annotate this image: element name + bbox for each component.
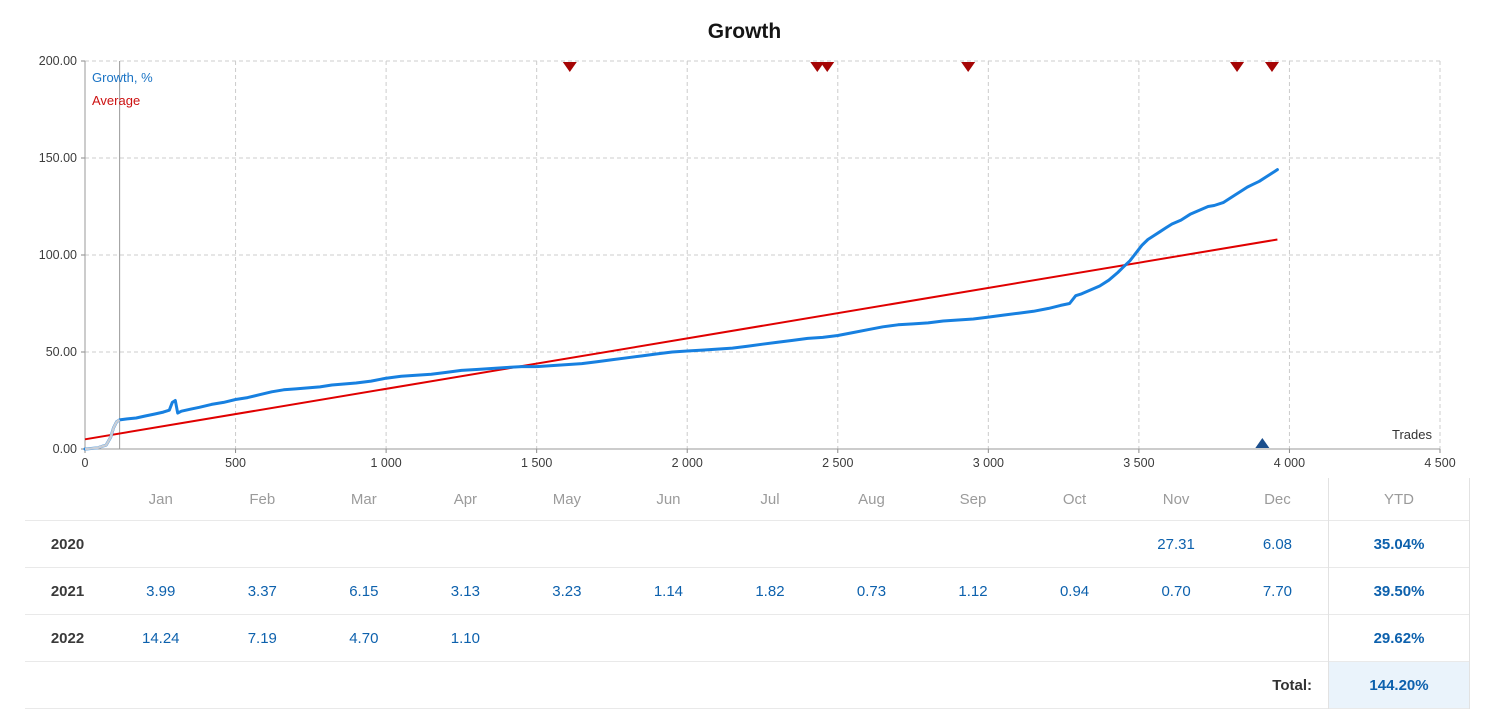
x-tick-label: 4 000 — [1274, 456, 1305, 470]
y-tick-label: 200.00 — [39, 54, 77, 68]
legend-growth-label: Growth, % — [92, 70, 153, 85]
growth-line — [83, 168, 1279, 451]
x-tick-label: 4 500 — [1424, 456, 1455, 470]
month-header: Mar — [350, 490, 377, 508]
y-tick-label: 0.00 — [53, 442, 77, 456]
month-value — [922, 521, 1024, 568]
month-value: 1.10 — [450, 629, 480, 647]
x-tick-label: 3 000 — [973, 456, 1004, 470]
growth-line-prelive — [84, 418, 121, 451]
x-tick-label: 3 500 — [1123, 456, 1154, 470]
year-label: 2022 — [50, 629, 85, 647]
year-row: 2020 27.31 6.08 35.04% — [25, 520, 1470, 568]
x-tick-label: 1 000 — [370, 456, 401, 470]
month-value: 0.73 — [856, 582, 887, 600]
month-value — [719, 521, 821, 568]
month-value — [922, 615, 1024, 662]
month-value: 7.19 — [247, 629, 277, 647]
month-header: May — [552, 490, 582, 508]
year-label: 2020 — [50, 535, 85, 553]
total-row: Total: 144.20% — [25, 661, 1470, 709]
table-header-row: Jan Feb Mar Apr May Jun Jul Aug Sep Oct Nov Dec YTD — [25, 478, 1470, 521]
average-line — [84, 238, 1278, 441]
month-header: Nov — [1162, 490, 1190, 508]
month-value — [618, 521, 720, 568]
ytd-value: 39.50% — [1328, 567, 1470, 615]
month-header: Aug — [858, 490, 885, 508]
x-tick-label: 1 500 — [521, 456, 552, 470]
month-value: 7.70 — [1262, 582, 1293, 600]
down-triangle-marker-icon — [820, 62, 835, 72]
up-triangle-marker-icon — [1255, 438, 1270, 448]
month-value: 3.23 — [552, 582, 582, 600]
y-tick-label: 150.00 — [39, 151, 77, 165]
month-value: 1.12 — [958, 582, 988, 600]
monthly-returns-table: Jan Feb Mar Apr May Jun Jul Aug Sep Oct Nov Dec YTD … — [25, 478, 1470, 709]
total-label: Total: — [1272, 676, 1312, 694]
year-label: 2021 — [50, 582, 85, 600]
down-triangle-marker-icon — [810, 62, 825, 72]
month-value — [110, 521, 212, 568]
month-value: 1.14 — [653, 582, 684, 600]
month-value: 27.31 — [1157, 535, 1195, 553]
month-value — [719, 615, 821, 662]
x-tick-label: 2 000 — [672, 456, 703, 470]
month-value — [212, 521, 314, 568]
month-value — [516, 521, 618, 568]
down-triangle-marker-icon — [1230, 62, 1245, 72]
month-value: 0.70 — [1161, 582, 1191, 600]
growth-chart: Growth 0 500 1 000 1 500 2 000 2 500 3 000 3 50… — [39, 20, 1456, 470]
month-value — [821, 521, 923, 568]
month-value — [1227, 615, 1329, 662]
legend-average-label: Average — [92, 93, 140, 108]
down-triangle-marker-icon — [961, 62, 976, 72]
year-row: 2021 3.99 3.37 6.15 3.13 3.23 1.14 1.82 0.73 1.12… — [25, 567, 1470, 615]
month-value — [313, 521, 415, 568]
year-row: 2022 14.24 7.19 4.70 1.10 29.62% — [25, 614, 1470, 662]
growth-chart-canvas: 0 500 1 000 1 500 2 000 2 500 3 000 3 500 4 000 4… — [39, 54, 1456, 470]
month-value: 14.24 — [141, 629, 180, 647]
month-value — [618, 615, 720, 662]
month-header: Feb — [249, 490, 276, 508]
month-value: 3.13 — [450, 582, 480, 600]
month-value — [516, 615, 618, 662]
month-value — [415, 521, 517, 568]
month-value — [1024, 615, 1126, 662]
x-axis-label-box — [1378, 424, 1436, 445]
month-value: 3.37 — [247, 582, 277, 600]
x-tick-label: 500 — [225, 456, 246, 470]
month-header: Oct — [1062, 490, 1087, 508]
month-value: 1.82 — [755, 582, 785, 600]
y-tick-label: 50.00 — [46, 345, 77, 359]
month-value: 0.94 — [1059, 582, 1090, 600]
month-value: 3.99 — [146, 582, 176, 600]
chart-title: Growth — [707, 20, 782, 43]
month-header: Sep — [959, 490, 987, 508]
month-value — [821, 615, 923, 662]
month-header: Jul — [760, 490, 780, 508]
x-tick-label: 2 500 — [822, 456, 853, 470]
ytd-value: 29.62% — [1328, 614, 1470, 662]
month-header: Jan — [148, 490, 173, 508]
month-value — [1125, 615, 1227, 662]
month-value: 4.70 — [349, 629, 379, 647]
ytd-value: 35.04% — [1328, 520, 1470, 568]
ytd-header: YTD — [1328, 478, 1470, 521]
x-axis-label: Trades — [1392, 427, 1432, 442]
year-column-header — [25, 478, 110, 521]
down-triangle-marker-icon — [1264, 62, 1279, 72]
month-value — [1024, 521, 1126, 568]
down-triangle-marker-icon — [562, 62, 577, 72]
month-value: 6.08 — [1262, 535, 1293, 553]
x-tick-label: 0 — [82, 456, 89, 470]
month-header: Dec — [1264, 490, 1291, 508]
month-value: 6.15 — [349, 582, 379, 600]
month-header: Apr — [453, 490, 478, 508]
y-tick-label: 100.00 — [39, 248, 77, 262]
total-value: 144.20% — [1328, 661, 1470, 709]
month-header: Jun — [656, 490, 681, 508]
